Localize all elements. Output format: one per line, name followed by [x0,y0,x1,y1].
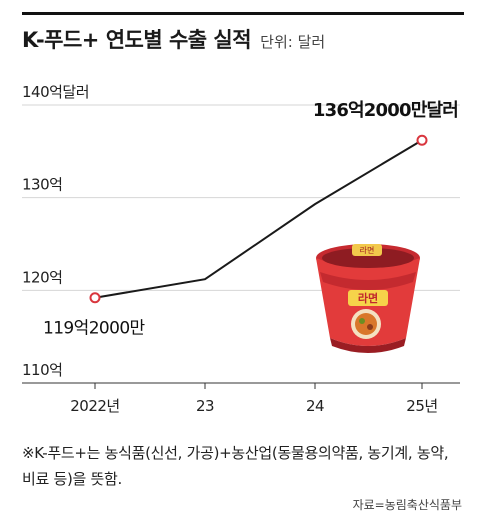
x-tick-label: 25년 [406,397,437,415]
source-credit: 자료=농림축산식품부 [352,498,462,512]
data-label: 136억2000만달러 [313,100,458,121]
data-point-marker [416,134,428,146]
ramen-cup-illustration: 라면 라면 [316,244,420,353]
chart-header: K-푸드+ 연도별 수출 실적 단위: 달러 [22,24,480,54]
data-label: 119억2000만 [43,319,146,339]
cup-label: 라면 [358,291,378,305]
y-tick-label: 140억달러 [22,83,89,101]
unit-label: 단위: 달러 [260,33,326,51]
y-tick-label: 120억 [22,268,62,286]
title-rule [22,12,464,15]
x-tick-label: 24 [306,397,324,415]
series-line [94,139,423,299]
footnote: ※K-푸드+는 농식품(신선, 가공)+농산업(동물용의약품, 농기계, 농약,… [22,444,449,488]
line-chart: 140억달러 130억 120억 110억 2022년 23 24 25년 119억2000만 1… [22,83,460,415]
y-tick-label: 110억 [22,361,62,379]
x-tick-label: 2022년 [70,397,119,415]
x-tick-label: 23 [196,397,214,415]
cup-lid-label: 라면 [360,245,375,255]
y-tick-label: 130억 [22,176,62,194]
chart-title: K-푸드+ 연도별 수출 실적 [22,28,252,52]
data-point-marker [89,292,101,304]
